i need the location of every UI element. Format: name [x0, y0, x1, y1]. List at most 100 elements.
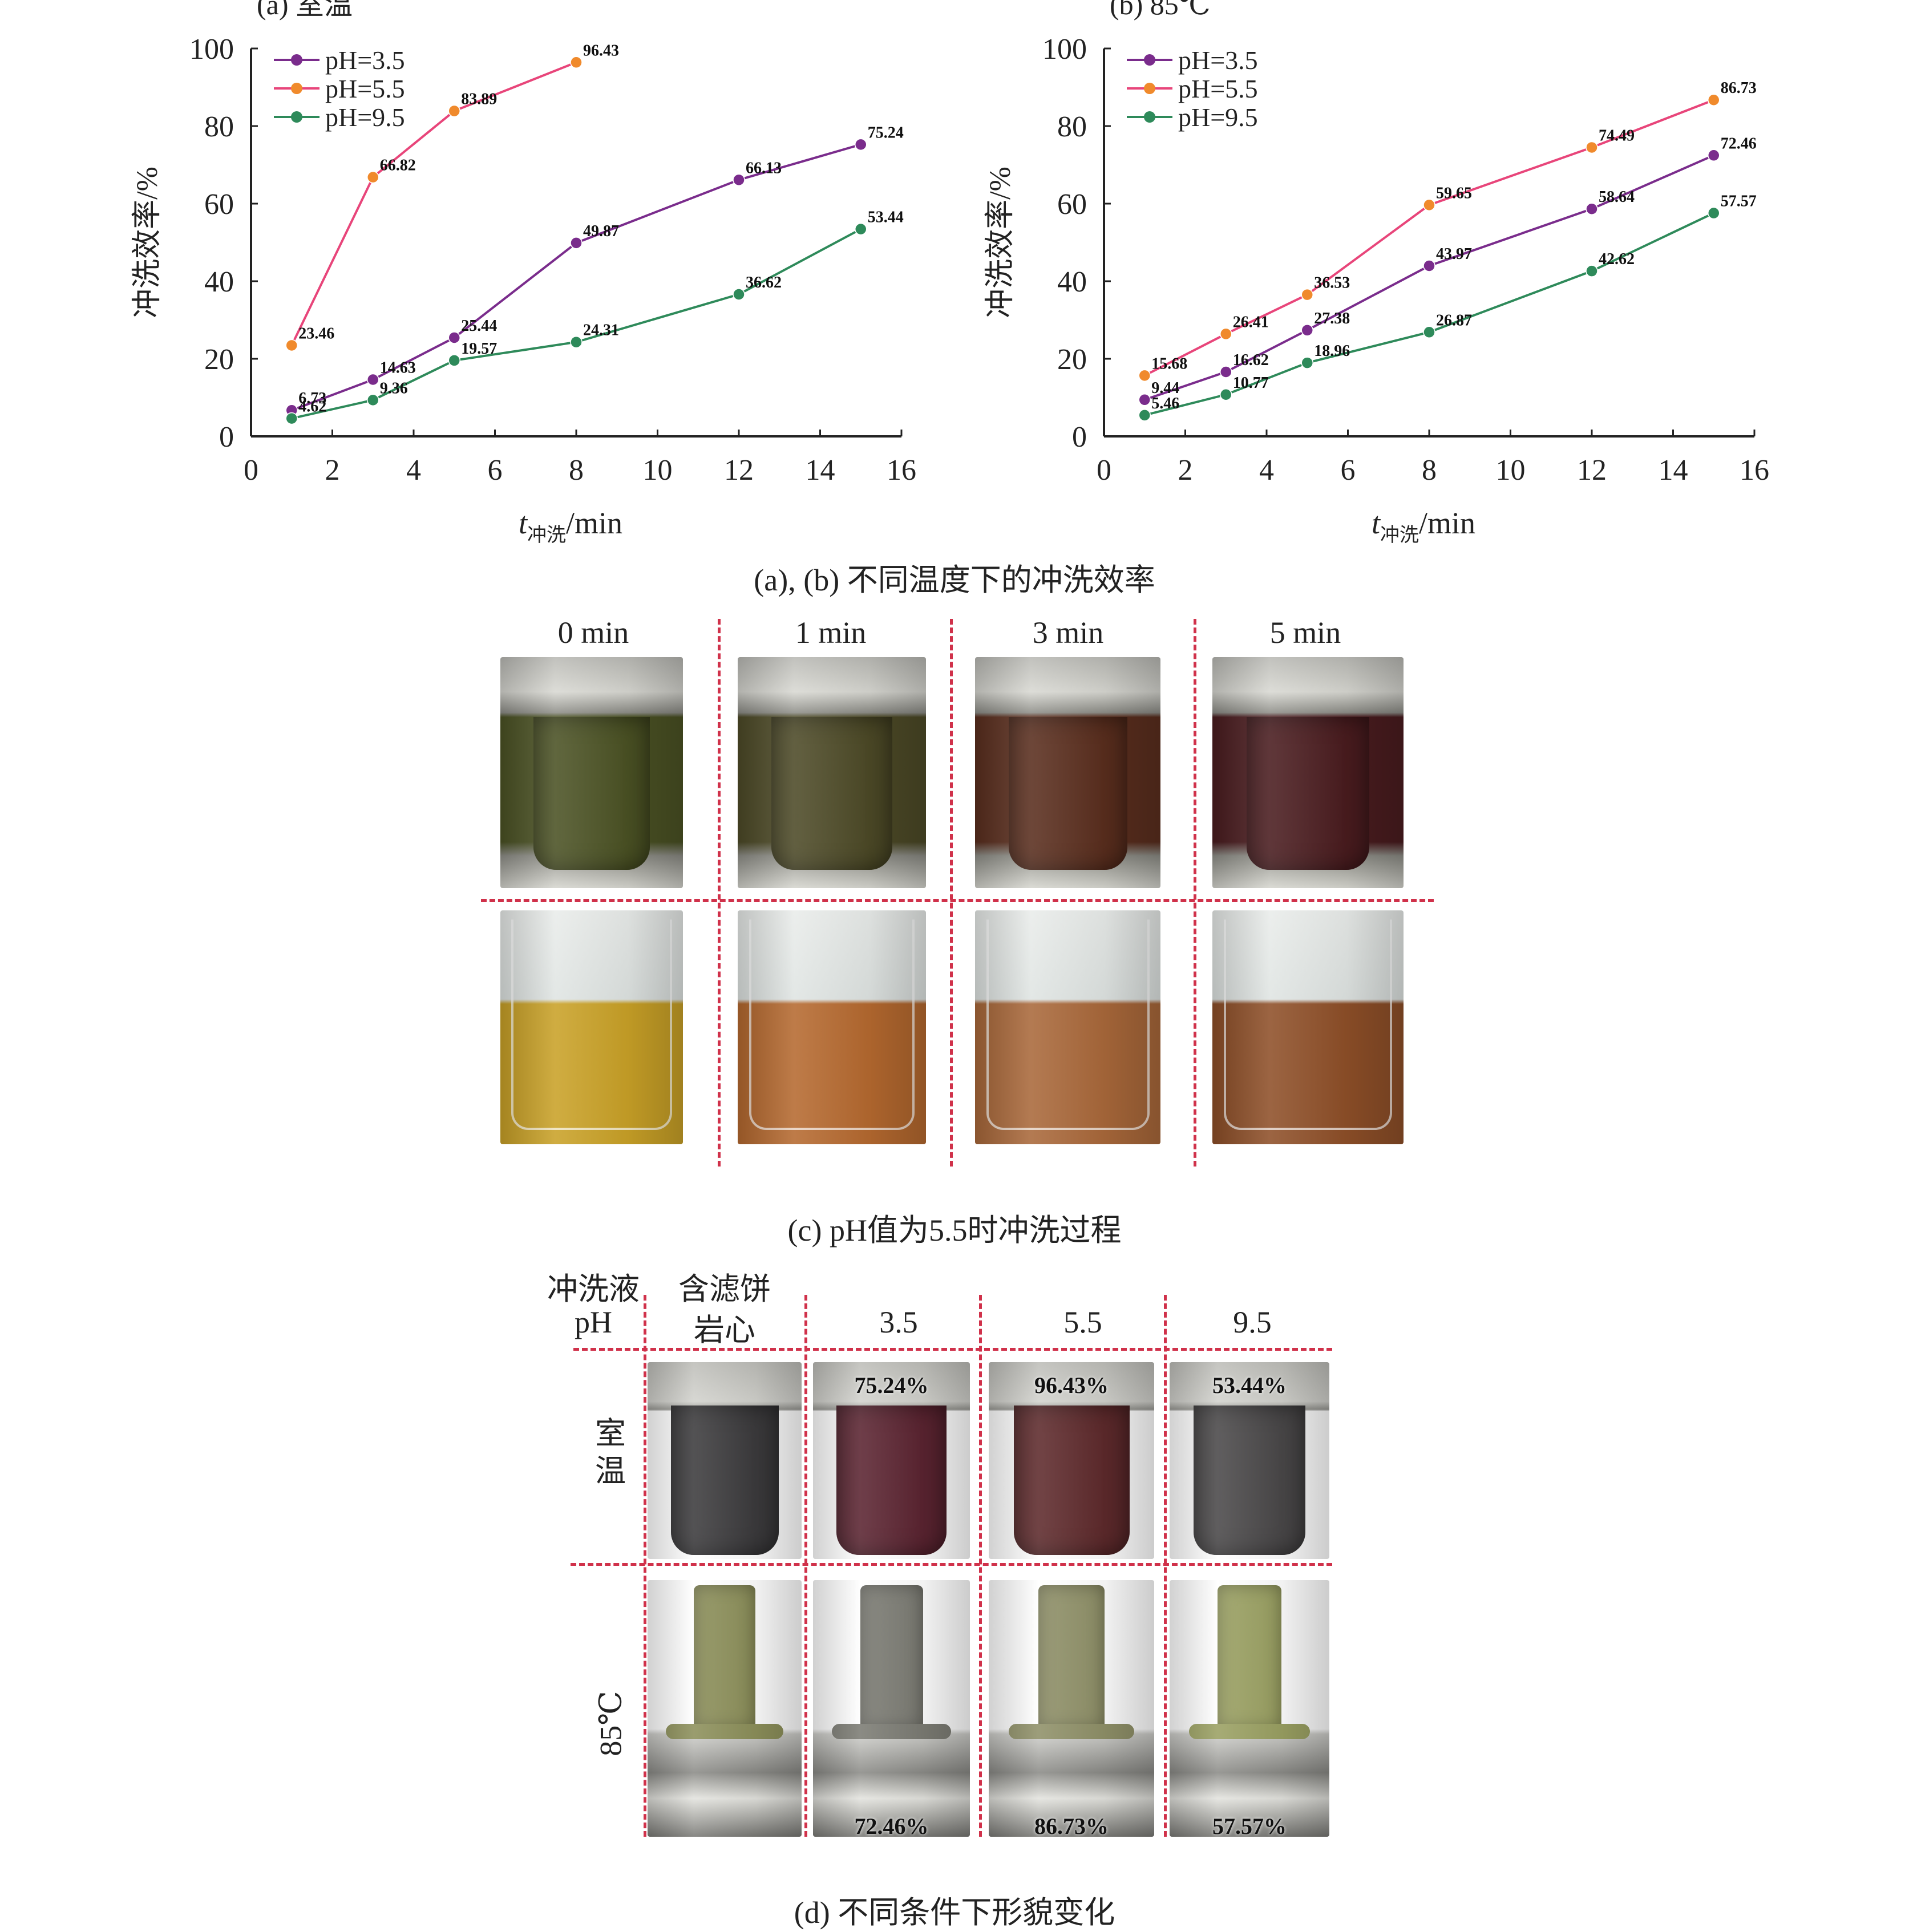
- header-ph-1: 5.5: [1063, 1305, 1102, 1339]
- core-photo-1: [738, 657, 926, 888]
- chart-b-data-label: 5.46: [1151, 395, 1179, 412]
- chart-b-data-point: [1138, 369, 1151, 382]
- beaker-photo-0: [500, 910, 683, 1144]
- chart-b-panel-title: (b) 85℃: [1110, 0, 1211, 21]
- chart-b-series-line: [1144, 212, 1714, 416]
- room-temp-core-3: [1170, 1362, 1329, 1559]
- hot-core-2: [989, 1580, 1154, 1837]
- caption-c: (c) pH值为5.5时冲洗过程: [787, 1213, 1122, 1248]
- chart-b-y-tick-label: 20: [1057, 343, 1087, 376]
- chart-b-legend-marker: [1144, 111, 1155, 123]
- chart-a-data-label: 83.89: [461, 91, 497, 108]
- chart-b-data-label: 16.62: [1233, 351, 1269, 369]
- chart-a-data-label: 4.62: [298, 398, 326, 416]
- chart-a-legend-marker: [291, 83, 302, 94]
- chart-a-y-tick-label: 80: [204, 111, 234, 143]
- chart-a-data-label: 6.73: [298, 390, 326, 407]
- chart-b-data-label: 43.97: [1436, 245, 1472, 263]
- chart-b-data-label: 59.65: [1436, 184, 1472, 202]
- time-label-1: 1 min: [795, 615, 867, 650]
- chart-a-x-tick-label: 0: [244, 454, 258, 487]
- chart-b-data-label: 15.68: [1151, 355, 1187, 372]
- chart-a-data-label: 96.43: [583, 42, 619, 59]
- chart-b-series-line: [1144, 99, 1714, 377]
- chart-b-data-label: 9.44: [1151, 379, 1179, 397]
- room-temp-core-2: [989, 1362, 1154, 1559]
- chart-a-x-tick-label: 6: [488, 454, 503, 487]
- chart-b-x-tick-label: 0: [1097, 454, 1111, 487]
- chart-b-legend-marker: [1144, 83, 1155, 94]
- chart-b-data-point: [1423, 326, 1435, 339]
- chart-a-data-point: [448, 104, 460, 118]
- chart-a-data-label: 66.82: [380, 157, 416, 175]
- chart-b-legend-label: pH=3.5: [1178, 46, 1258, 75]
- chart-b-data-point: [1138, 394, 1151, 406]
- header-cake-1: 含滤饼: [678, 1272, 771, 1306]
- chart-a-data-label: 24.31: [583, 322, 619, 339]
- chart-b-data-point: [1138, 409, 1151, 422]
- caption-ab: (a), (b) 不同温度下的冲洗效率: [754, 563, 1155, 597]
- caption-d: (d) 不同条件下形貌变化: [794, 1895, 1115, 1930]
- time-label-3: 5 min: [1269, 615, 1341, 650]
- divider-c-2: [950, 619, 953, 1167]
- chart-a-y-tick-label: 0: [219, 421, 234, 453]
- divider-d-middle: [571, 1563, 1332, 1566]
- chart-a-data-label: 25.44: [461, 317, 497, 335]
- chart-b-data-label: 72.46: [1721, 135, 1757, 152]
- chart-a-x-tick-label: 14: [806, 454, 835, 487]
- chart-b-data-label: 26.41: [1233, 313, 1269, 331]
- chart-a-data-point: [570, 335, 583, 349]
- chart-b-data-point: [1423, 260, 1435, 272]
- chart-a-data-point: [448, 354, 460, 367]
- chart-b-legend-label: pH=5.5: [1178, 74, 1258, 103]
- chart-b-data-label: 10.77: [1233, 374, 1269, 392]
- chart-b-series-line: [1144, 154, 1714, 401]
- chart-b-data-point: [1220, 327, 1232, 341]
- beaker-photo-2: [975, 910, 1160, 1144]
- chart-a-data-label: 75.24: [868, 124, 904, 141]
- chart-a-y-tick-label: 40: [204, 266, 234, 298]
- chart-b-y-tick-label: 100: [1042, 33, 1087, 66]
- chart-a-data-label: 9.36: [380, 379, 408, 397]
- chart-a-data-point: [285, 339, 298, 352]
- chart-a-data-label: 23.46: [298, 325, 334, 342]
- chart-a-data-point: [570, 56, 583, 69]
- chart-b-x-tick-label: 6: [1341, 454, 1356, 487]
- core-photo-3: [1212, 657, 1404, 888]
- chart-b-x-tick-label: 16: [1740, 454, 1769, 487]
- divider-c-3: [1194, 619, 1196, 1167]
- chart-a-data-point: [855, 222, 867, 236]
- chart-a-data-point: [367, 394, 379, 407]
- chart-a-legend-marker: [291, 111, 302, 123]
- time-label-0: 0 min: [557, 615, 629, 650]
- chart-a-data-point: [367, 171, 379, 184]
- row-label-room: 室温: [595, 1416, 626, 1488]
- chart-b-y-tick-label: 40: [1057, 266, 1087, 298]
- chart-a-x-tick-label: 4: [406, 454, 421, 487]
- chart-b-data-point: [1423, 199, 1435, 212]
- chart-b-data-point: [1220, 388, 1232, 401]
- chart-a-legend-label: pH=9.5: [325, 103, 405, 132]
- room-temp-efficiency-2: 53.44%: [1212, 1372, 1287, 1398]
- chart-a-data-point: [448, 331, 460, 344]
- row-label-85c: 85℃: [593, 1691, 628, 1756]
- beaker-photo-3: [1212, 910, 1404, 1144]
- beaker-photo-1: [738, 910, 926, 1144]
- chart-b-legend-marker: [1144, 54, 1155, 66]
- chart-a-series-line: [291, 228, 862, 420]
- divider-d-top: [573, 1348, 1332, 1351]
- header-flush-ph-2: pH: [575, 1305, 612, 1339]
- hot-core-3: [1170, 1580, 1329, 1837]
- chart-a-y-tick-label: 100: [189, 33, 234, 66]
- chart-b-y-tick-label: 80: [1057, 111, 1087, 143]
- chart-b-data-point: [1220, 366, 1232, 378]
- header-ph-0: 3.5: [879, 1305, 918, 1339]
- header-ph-2: 9.5: [1233, 1305, 1272, 1339]
- chart-b-data-label: 18.96: [1314, 342, 1350, 360]
- chart-a-data-label: 19.57: [461, 340, 497, 358]
- chart-a-series-line: [291, 143, 862, 412]
- chart-a-y-label: 冲洗效率/%: [131, 167, 164, 318]
- chart-a-data-point: [733, 173, 745, 187]
- divider-c-horizontal: [481, 899, 1434, 902]
